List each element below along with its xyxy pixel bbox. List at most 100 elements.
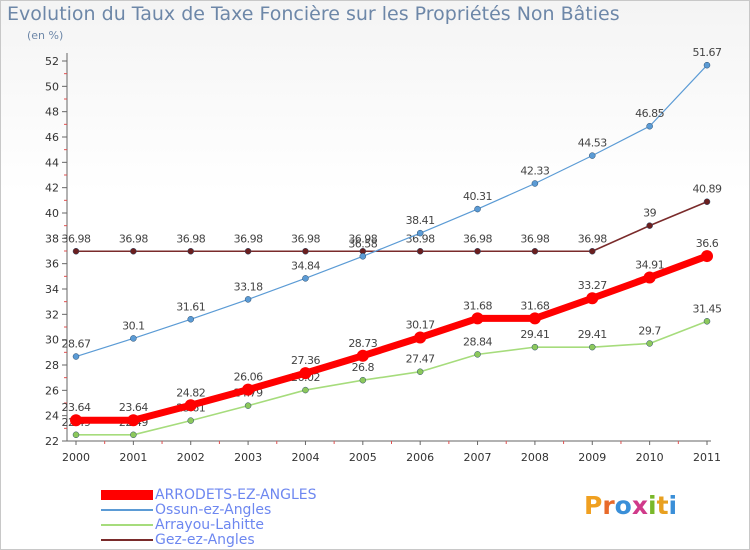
data-label: 28.67 [62, 338, 91, 351]
data-label: 36.98 [62, 232, 91, 245]
x-tick-label: 2001 [119, 451, 147, 464]
data-point [474, 351, 481, 358]
data-label: 44.53 [578, 137, 607, 150]
data-point [531, 248, 539, 255]
data-point [643, 271, 656, 284]
y-tick-label: 24 [45, 410, 59, 423]
x-tick-label: 2004 [291, 451, 319, 464]
legend-label: Ossun-ez-Angles [155, 501, 272, 518]
y-tick-label: 26 [45, 384, 59, 397]
logo-letter: t [656, 491, 669, 520]
data-label: 34.84 [291, 259, 320, 272]
series-line-0 [72, 252, 711, 424]
data-point [474, 205, 481, 213]
logo-letter: o [614, 491, 632, 520]
data-point [187, 248, 194, 255]
data-label: 36.98 [463, 232, 492, 245]
data-point [130, 431, 137, 439]
data-label: 36.98 [119, 232, 148, 245]
data-point [531, 180, 539, 187]
data-point [302, 248, 309, 255]
data-point [127, 414, 140, 427]
legend-label: ARRODETS-EZ-ANGLES [155, 486, 317, 503]
data-label: 27.36 [291, 354, 320, 367]
data-point [244, 296, 252, 303]
data-point [703, 318, 711, 325]
data-label: 33.18 [234, 280, 263, 293]
unit-label: (en %) [27, 29, 64, 42]
legend-label: Arrayou-Lahitte [155, 516, 264, 533]
data-point [359, 253, 367, 260]
data-point [474, 248, 481, 255]
data-label: 28.73 [348, 337, 377, 350]
logo-letter: P [584, 491, 603, 520]
data-point [130, 248, 137, 255]
data-label: 27.47 [406, 353, 435, 366]
data-label: 28.84 [463, 335, 492, 348]
data-point [359, 376, 367, 384]
data-label: 46.85 [635, 107, 664, 120]
logo-letter: x [631, 491, 648, 520]
data-label: 31.68 [520, 299, 549, 312]
data-point [184, 399, 197, 412]
data-point [531, 343, 539, 351]
data-label: 26.8 [352, 361, 375, 374]
data-point [703, 198, 711, 205]
data-point [703, 61, 711, 69]
y-tick-label: 46 [45, 131, 59, 144]
y-tick-label: 52 [45, 55, 59, 68]
data-label: 36.98 [291, 232, 320, 245]
data-label: 33.27 [578, 279, 607, 292]
data-label: 23.64 [119, 401, 148, 414]
data-label: 36.58 [348, 237, 377, 250]
data-label: 38.41 [406, 214, 435, 227]
data-label: 23.64 [62, 401, 91, 414]
proxiti-logo: Proxiti [584, 491, 677, 520]
x-tick-label: 2002 [177, 451, 205, 464]
data-point [586, 292, 599, 305]
x-tick-label: 2010 [636, 451, 664, 464]
series-line-1 [75, 64, 708, 358]
legend-item: Gez-ez-Angles [101, 532, 317, 548]
y-tick-label: 50 [45, 80, 59, 93]
legend: ARRODETS-EZ-ANGLES Ossun-ez-Angles Arrayou… [101, 486, 317, 548]
x-tick-label: 2003 [234, 451, 262, 464]
data-label: 39 [643, 207, 656, 220]
y-tick-label: 40 [45, 207, 59, 220]
data-point [299, 367, 312, 380]
data-point [414, 331, 427, 344]
data-point [70, 414, 82, 427]
data-label: 40.89 [693, 183, 722, 196]
chart-title: Evolution du Taux de Taxe Foncière sur l… [7, 3, 620, 25]
data-label: 36.98 [348, 232, 377, 245]
y-tick-label: 42 [45, 182, 59, 195]
data-label: 40.31 [463, 190, 492, 203]
legend-item: Arrayou-Lahitte [101, 516, 317, 533]
data-label: 29.41 [578, 328, 607, 341]
data-label: 30.17 [406, 319, 435, 332]
y-tick-label: 30 [45, 334, 59, 347]
data-label: 36.98 [520, 232, 549, 245]
data-label: 31.45 [693, 302, 722, 315]
legend-swatch [101, 508, 153, 511]
x-tick-label: 2007 [464, 451, 492, 464]
x-tick-label: 2006 [406, 451, 434, 464]
data-label: 36.98 [176, 232, 205, 245]
data-point [72, 248, 80, 255]
logo-letter: i [648, 491, 657, 520]
data-point [242, 383, 255, 396]
y-tick-label: 48 [45, 106, 59, 119]
data-point [302, 386, 309, 394]
data-point [589, 343, 596, 351]
data-point [356, 349, 369, 362]
data-point [416, 368, 424, 375]
data-label: 29.7 [638, 324, 661, 337]
data-point [589, 248, 596, 255]
data-label: 42.33 [520, 164, 549, 177]
data-point [244, 248, 252, 255]
data-point [187, 417, 194, 424]
legend-swatch [101, 523, 153, 526]
data-label: 36.98 [234, 232, 263, 245]
logo-letter: r [602, 491, 615, 520]
